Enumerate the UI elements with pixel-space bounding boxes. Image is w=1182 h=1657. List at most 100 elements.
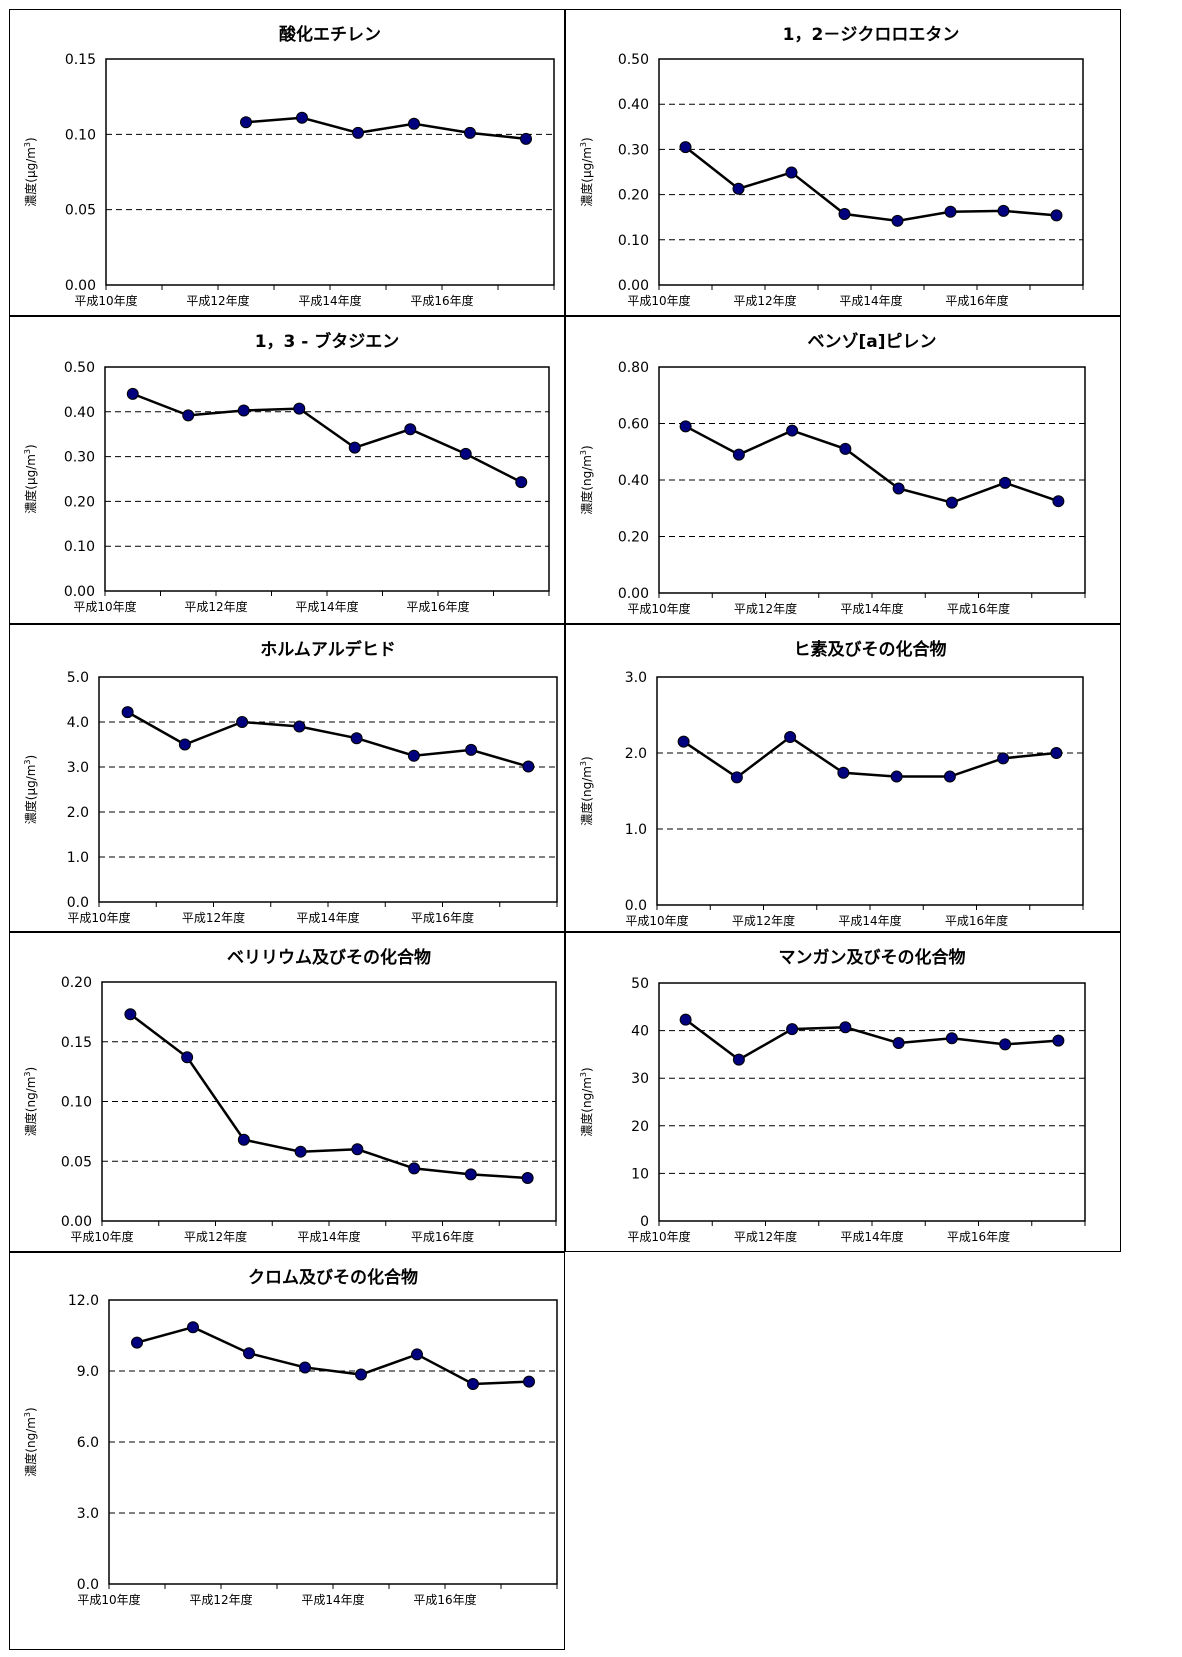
chart-panel-manganese: マンガン及びその化合物 濃度(ng/m3) 0 10 20 30 40 50 平成10年度 平成1… <box>565 932 1121 1252</box>
series-line <box>136 1325 530 1386</box>
data-point <box>299 1361 311 1374</box>
chart-panel-beryllium: ベリリウム及びその化合物 濃度(ng/m3) 0.00 0.05 0.10 0.15 0.2… <box>9 932 565 1252</box>
data-point <box>786 424 799 437</box>
y-axis-label-sup: 3 <box>23 142 32 147</box>
x-tick-label: 平成10年度 <box>627 293 690 308</box>
data-point <box>126 387 139 400</box>
y-tick-label: 12.0 <box>68 1293 99 1309</box>
data-point <box>523 1375 535 1388</box>
data-point <box>459 447 472 460</box>
y-axis-label: 濃度(μg/m3) <box>579 137 594 206</box>
panel-border <box>9 1252 565 1650</box>
data-point <box>411 1348 423 1361</box>
chart-panel-butadiene: 1，3 - ブタジエン 濃度(μg/m3) 0.00 0.10 0.20 0.30 0.40… <box>9 316 565 624</box>
y-tick-label: 0.10 <box>61 1095 92 1111</box>
plot-frame <box>98 676 558 903</box>
data-point <box>1050 747 1063 759</box>
y-tick-label: 0.30 <box>618 142 649 158</box>
y-tick-label: 0.0 <box>77 1577 99 1593</box>
y-tick-label: 0.05 <box>65 203 96 219</box>
data-point <box>181 1051 194 1064</box>
data-point <box>786 1023 799 1036</box>
data-point <box>407 749 420 762</box>
data-point <box>408 1162 421 1175</box>
x-tick-label: 平成10年度 <box>627 601 690 616</box>
y-tick-label: 2.0 <box>625 746 647 762</box>
y-axis-label-tail: ) <box>24 444 38 449</box>
y-axis-label-sup: 3 <box>23 1071 32 1076</box>
data-point <box>679 141 692 154</box>
x-tick-label: 平成16年度 <box>410 293 473 308</box>
x-tick-label: 平成12年度 <box>184 1229 247 1244</box>
series-line <box>129 1013 528 1180</box>
x-tick-label: 平成14年度 <box>840 1229 903 1244</box>
y-tick-label: 0.00 <box>618 278 649 294</box>
y-axis-label-main: 濃度(μg/m <box>23 147 38 207</box>
data-point <box>838 208 851 221</box>
chart-panel-dichloroethane: 1，2－ジクロロエタン 濃度(μg/m3) 0.00 0.10 0.20 0.30 0.40… <box>565 9 1121 316</box>
x-tick-label: 平成12年度 <box>186 293 249 308</box>
y-axis-label-sup: 3 <box>23 759 32 764</box>
y-tick-label: 0.00 <box>61 1214 92 1230</box>
chart-panel-benzo-a-pyrene: ベンゾ[a]ピレン 濃度(ng/m3) 0.00 0.20 0.40 0.60 0.80 平成… <box>565 316 1121 624</box>
data-point <box>732 182 745 195</box>
x-tick-label: 平成14年度 <box>295 599 358 614</box>
data-point <box>187 1321 199 1334</box>
x-tick-label: 平成10年度 <box>74 293 137 308</box>
data-point <box>785 166 798 179</box>
y-tick-label: 3.0 <box>77 1506 99 1522</box>
data-point <box>892 482 905 495</box>
y-axis-label-tail: ) <box>580 1067 594 1072</box>
data-point <box>677 735 690 748</box>
y-tick-label: 0.00 <box>64 584 95 600</box>
data-point <box>131 1336 143 1349</box>
panel-border <box>9 932 565 1252</box>
y-tick-label: 10 <box>631 1166 649 1182</box>
x-tick-label: 平成14年度 <box>301 1592 364 1607</box>
plot-frame <box>105 58 555 286</box>
data-point <box>732 448 745 461</box>
x-tick-label: 平成14年度 <box>838 913 901 928</box>
data-point <box>839 442 852 455</box>
y-tick-label: 0.40 <box>618 473 649 489</box>
data-point <box>679 420 692 433</box>
data-point <box>944 205 957 218</box>
plot-frame <box>658 982 1086 1222</box>
x-tick-label: 平成14年度 <box>840 601 903 616</box>
x-tick-label: 平成12年度 <box>733 293 796 308</box>
data-point <box>521 1171 534 1184</box>
data-point <box>465 743 478 756</box>
y-axis-label-main: 濃度(μg/m <box>23 454 38 514</box>
y-tick-label: 0.00 <box>618 586 649 602</box>
y-axis-label: 濃度(ng/m3) <box>579 1067 594 1136</box>
x-tick-label: 平成12年度 <box>734 601 797 616</box>
x-tick-label: 平成16年度 <box>411 910 474 925</box>
y-axis-label-tail: ) <box>24 1067 38 1072</box>
chart-title: マンガン及びその化合物 <box>779 947 966 968</box>
y-tick-label: 0.0 <box>625 898 647 914</box>
x-tick-label: 平成16年度 <box>947 601 1010 616</box>
data-point <box>1050 209 1063 222</box>
data-point <box>732 1053 745 1066</box>
panel-border <box>565 624 1121 932</box>
data-point <box>350 732 363 745</box>
x-tick-label: 平成16年度 <box>947 1229 1010 1244</box>
x-tick-label: 平成10年度 <box>70 1229 133 1244</box>
x-tick-label: 平成12年度 <box>734 1229 797 1244</box>
data-point <box>293 402 306 415</box>
x-tick-label: 平成16年度 <box>411 1229 474 1244</box>
data-point <box>243 1347 255 1360</box>
y-tick-label: 1.0 <box>625 822 647 838</box>
data-point <box>522 760 535 773</box>
panel-border <box>9 624 565 932</box>
y-axis-label-sup: 3 <box>579 450 588 455</box>
data-point <box>837 766 850 779</box>
data-point <box>351 1143 364 1156</box>
chart-title: ホルムアルデヒド <box>260 639 396 660</box>
y-tick-label: 0.20 <box>64 494 95 510</box>
data-point <box>891 214 904 227</box>
data-point <box>890 770 903 783</box>
